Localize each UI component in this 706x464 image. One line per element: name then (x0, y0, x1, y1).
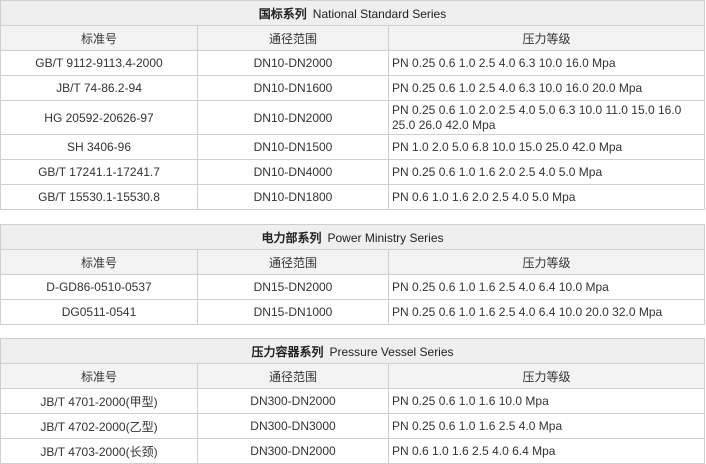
pressure-rating-cell: PN 0.25 0.6 1.0 1.6 2.5 4.0 6.4 10.0 Mpa (388, 274, 705, 300)
column-header: 标准号 (0, 249, 198, 275)
table-title-row: 电力部系列 Power Ministry Series (0, 224, 705, 250)
pressure-rating-cell: PN 0.25 0.6 1.0 2.5 4.0 6.3 10.0 16.0 20… (388, 75, 705, 101)
title-chinese: 压力容器系列 (251, 344, 324, 359)
pressure-rating-cell: PN 1.0 2.0 5.0 6.8 10.0 15.0 25.0 42.0 M… (388, 134, 705, 160)
table-title-row: 国标系列 National Standard Series (0, 0, 705, 26)
table-title: 电力部系列 Power Ministry Series (0, 224, 705, 250)
table-row: GB/T 9112-9113.4-2000 DN10-DN2000 PN 0.25 … (0, 50, 705, 76)
column-header: 通径范围 (197, 249, 389, 275)
table-row: HG 20592-20626-97 DN10-DN2000 PN 0.25 0.6 … (0, 100, 705, 135)
nominal-diameter-cell: DN300-DN3000 (197, 413, 389, 439)
column-header: 标准号 (0, 363, 198, 389)
table-row: JB/T 74-86.2-94 DN10-DN1600 PN 0.25 0.6 1.… (0, 75, 705, 101)
nominal-diameter-cell: DN10-DN1500 (197, 134, 389, 160)
nominal-diameter-cell: DN300-DN2000 (197, 388, 389, 414)
column-header-row: 标准号 通径范围 压力等级 (0, 249, 705, 275)
table-row: D-GD86-0510-0537 DN15-DN2000 PN 0.25 0.6 1… (0, 274, 705, 300)
nominal-diameter-cell: DN10-DN2000 (197, 50, 389, 76)
table-row: JB/T 4702-2000(乙型) DN300-DN3000 PN 0.25 0.… (0, 413, 705, 439)
pressure-rating-cell: PN 0.25 0.6 1.0 1.6 2.5 4.0 Mpa (388, 413, 705, 439)
pressure-rating-cell: PN 0.25 0.6 1.0 2.5 4.0 6.3 10.0 16.0 Mp… (388, 50, 705, 76)
pressure-rating-cell: PN 0.25 0.6 1.0 2.0 2.5 4.0 5.0 6.3 10.0… (388, 100, 705, 135)
pressure-vessel-series-table: 压力容器系列 Pressure Vessel Series 标准号 通径范围 压力等级… (0, 338, 705, 464)
nominal-diameter-cell: DN300-DN2000 (197, 438, 389, 464)
standard-number-cell: JB/T 4702-2000(乙型) (0, 413, 198, 439)
standard-number-cell: GB/T 17241.1-17241.7 (0, 159, 198, 185)
nominal-diameter-cell: DN10-DN2000 (197, 100, 389, 135)
standard-number-cell: D-GD86-0510-0537 (0, 274, 198, 300)
table-row: JB/T 4703-2000(长颈) DN300-DN2000 PN 0.6 1.0… (0, 438, 705, 464)
table-title: 国标系列 National Standard Series (0, 0, 705, 26)
column-header-row: 标准号 通径范围 压力等级 (0, 363, 705, 389)
nominal-diameter-cell: DN10-DN1800 (197, 184, 389, 210)
standard-number-cell: GB/T 15530.1-15530.8 (0, 184, 198, 210)
title-chinese: 电力部系列 (261, 230, 322, 245)
column-header: 标准号 (0, 25, 198, 51)
pressure-rating-cell: PN 0.6 1.0 1.6 2.5 4.0 6.4 Mpa (388, 438, 705, 464)
standard-number-cell: GB/T 9112-9113.4-2000 (0, 50, 198, 76)
table-row: DG0511-0541 DN15-DN1000 PN 0.25 0.6 1.0 1.… (0, 299, 705, 325)
column-header: 通径范围 (197, 363, 389, 389)
power-ministry-series-table: 电力部系列 Power Ministry Series 标准号 通径范围 压力等级 D-… (0, 224, 705, 325)
column-header: 压力等级 (388, 363, 705, 389)
standard-number-cell: DG0511-0541 (0, 299, 198, 325)
column-header: 压力等级 (388, 249, 705, 275)
table-row: GB/T 17241.1-17241.7 DN10-DN4000 PN 0.25 0… (0, 159, 705, 185)
pressure-rating-cell: PN 0.25 0.6 1.0 1.6 2.5 4.0 6.4 10.0 20.… (388, 299, 705, 325)
national-standard-series-table: 国标系列 National Standard Series 标准号 通径范围 压力等级… (0, 0, 705, 210)
column-header: 通径范围 (197, 25, 389, 51)
column-header-row: 标准号 通径范围 压力等级 (0, 25, 705, 51)
table-title: 压力容器系列 Pressure Vessel Series (0, 338, 705, 364)
title-english: National Standard Series (312, 6, 447, 21)
table-row: GB/T 15530.1-15530.8 DN10-DN1800 PN 0.6 1.… (0, 184, 705, 210)
nominal-diameter-cell: DN15-DN1000 (197, 299, 389, 325)
pressure-rating-cell: PN 0.25 0.6 1.0 1.6 2.0 2.5 4.0 5.0 Mpa (388, 159, 705, 185)
standard-number-cell: JB/T 74-86.2-94 (0, 75, 198, 101)
standard-number-cell: JB/T 4701-2000(甲型) (0, 388, 198, 414)
standard-number-cell: HG 20592-20626-97 (0, 100, 198, 135)
title-english: Power Ministry Series (327, 230, 444, 245)
title-chinese: 国标系列 (258, 6, 307, 21)
table-row: JB/T 4701-2000(甲型) DN300-DN2000 PN 0.25 0.… (0, 388, 705, 414)
title-english: Pressure Vessel Series (329, 344, 454, 359)
standard-number-cell: JB/T 4703-2000(长颈) (0, 438, 198, 464)
column-header: 压力等级 (388, 25, 705, 51)
table-title-row: 压力容器系列 Pressure Vessel Series (0, 338, 705, 364)
nominal-diameter-cell: DN10-DN4000 (197, 159, 389, 185)
nominal-diameter-cell: DN15-DN2000 (197, 274, 389, 300)
nominal-diameter-cell: DN10-DN1600 (197, 75, 389, 101)
pressure-rating-cell: PN 0.25 0.6 1.0 1.6 10.0 Mpa (388, 388, 705, 414)
table-row: SH 3406-96 DN10-DN1500 PN 1.0 2.0 5.0 6.8 … (0, 134, 705, 160)
pressure-rating-cell: PN 0.6 1.0 1.6 2.0 2.5 4.0 5.0 Mpa (388, 184, 705, 210)
standard-number-cell: SH 3406-96 (0, 134, 198, 160)
